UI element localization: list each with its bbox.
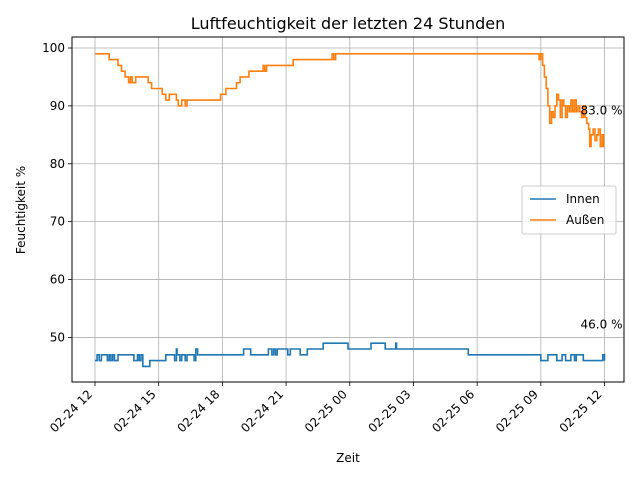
y-tick-label: 80 [50, 157, 65, 171]
value-annotation: 46.0 % [581, 318, 623, 332]
plot-area-frame [71, 36, 625, 383]
y-axis-label: Feuchtigkeit % [14, 166, 28, 254]
series-line-außen [95, 53, 605, 148]
legend-label: Außen [566, 213, 604, 227]
x-axis-label: Zeit [336, 451, 360, 465]
legend-box [521, 185, 617, 235]
y-tick-label: 50 [50, 330, 65, 344]
legend: Innen Außen [521, 185, 617, 235]
series-line-innen [95, 342, 606, 368]
y-tick-label: 100 [42, 41, 65, 55]
value-annotation: 83.0 % [581, 103, 623, 117]
legend-label: Innen [566, 192, 600, 206]
chart-title: Luftfeuchtigkeit der letzten 24 Stunden [191, 14, 505, 33]
y-tick-label: 90 [50, 99, 65, 113]
y-tick-label: 70 [50, 215, 65, 229]
y-tick-label: 60 [50, 273, 65, 287]
